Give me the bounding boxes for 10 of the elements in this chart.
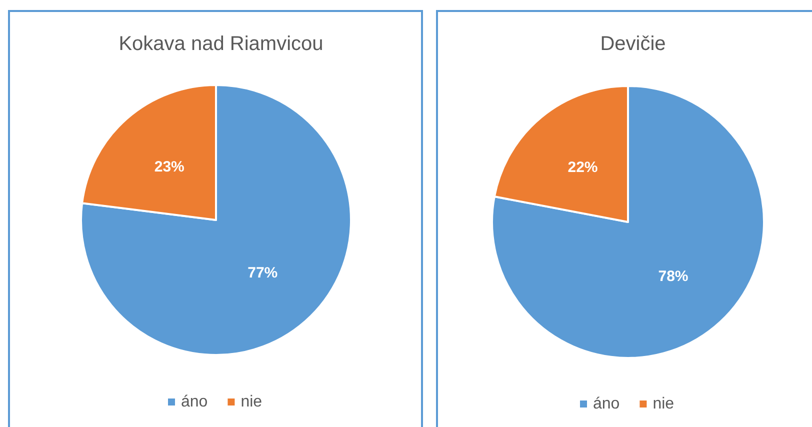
legend-label: áno xyxy=(593,396,620,412)
data-label: 22% xyxy=(568,158,598,176)
data-label: 23% xyxy=(154,158,184,176)
legend-label: áno xyxy=(181,394,208,410)
legend-label: nie xyxy=(652,396,674,412)
data-label: 78% xyxy=(658,268,688,286)
chart-title: Devičie xyxy=(600,33,666,55)
data-label: 77% xyxy=(248,264,278,282)
chart-title: Kokava nad Riamvicou xyxy=(118,33,324,55)
legend-label: nie xyxy=(240,394,262,410)
